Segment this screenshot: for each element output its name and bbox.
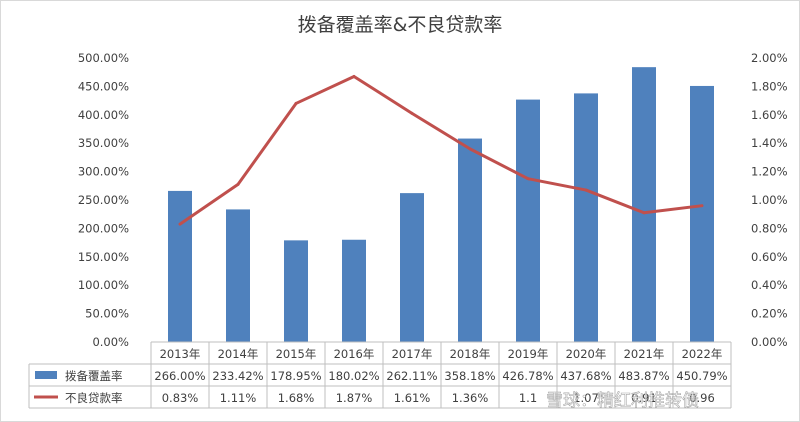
data-label: 0.96 <box>689 391 715 405</box>
right-axis-tick-label: 0.80% <box>751 221 788 235</box>
bar <box>284 240 308 342</box>
bar-series <box>168 67 714 343</box>
left-axis-tick-label: 250.00% <box>78 193 129 207</box>
data-label: 1.11% <box>220 391 257 405</box>
data-label: 1.68% <box>278 391 315 405</box>
legend-label: 拨备覆盖率 <box>65 369 123 383</box>
data-label: 1.07 <box>573 391 599 405</box>
right-axis-tick-label: 0.40% <box>751 278 788 292</box>
line-segment <box>584 188 646 215</box>
data-label: 1.87% <box>336 391 373 405</box>
category-label: 2022年 <box>682 347 723 361</box>
line-segment <box>294 74 356 105</box>
category-label: 2018年 <box>450 347 491 361</box>
data-label: 1.1 <box>519 391 537 405</box>
data-label: 180.02% <box>328 369 379 383</box>
data-table: 2013年 2014年 2015年 2016年 2017年 2018年 2019年 2020年… <box>28 341 732 409</box>
right-axis-tick-label: 2.00% <box>751 51 788 65</box>
left-axis-tick-label: 450.00% <box>78 79 129 93</box>
left-axis-ticks: 0.00% 50.00% 100.00% 150.00% 200.00% 250.00% 3… <box>78 51 129 349</box>
watermark-text: 雪球：精红利推转债 <box>546 391 699 411</box>
bar <box>168 190 192 342</box>
bar <box>690 85 714 342</box>
legend-label: 不良贷款率 <box>65 391 123 405</box>
left-axis-tick-label: 350.00% <box>78 136 129 150</box>
right-axis-tick-label: 1.80% <box>751 79 788 93</box>
data-label: 358.18% <box>444 369 495 383</box>
line-segment <box>352 74 414 115</box>
bar <box>574 93 598 342</box>
bar <box>226 209 250 342</box>
data-label: 483.87% <box>618 369 669 383</box>
line-segment <box>468 147 530 181</box>
data-label: 450.79% <box>676 369 727 383</box>
data-label: 262.11% <box>386 369 437 383</box>
legend-swatch-bar <box>35 371 57 379</box>
line-segment <box>642 204 704 215</box>
bar <box>458 138 482 342</box>
right-axis-tick-label: 0.00% <box>751 335 788 349</box>
bar <box>342 239 366 342</box>
data-label: 1.61% <box>394 391 431 405</box>
right-axis-tick-label: 0.20% <box>751 307 788 321</box>
left-axis-tick-label: 50.00% <box>85 307 129 321</box>
line-segment <box>410 111 472 151</box>
line-segment <box>178 182 240 226</box>
bar <box>400 193 424 342</box>
left-axis-tick-label: 400.00% <box>78 108 129 122</box>
right-axis-tick-label: 1.20% <box>751 165 788 179</box>
left-axis-tick-label: 300.00% <box>78 165 129 179</box>
left-axis-tick-label: 150.00% <box>78 250 129 264</box>
bar <box>632 67 656 343</box>
line-segment <box>526 177 588 192</box>
bar <box>516 99 540 342</box>
left-axis-tick-label: 0.00% <box>92 335 129 349</box>
right-axis-tick-label: 1.40% <box>751 136 788 150</box>
data-label: 178.95% <box>270 369 321 383</box>
category-label: 2015年 <box>276 347 317 361</box>
line-series <box>178 74 704 226</box>
data-label: 233.42% <box>212 369 263 383</box>
left-axis-tick-label: 100.00% <box>78 278 129 292</box>
left-axis-tick-label: 500.00% <box>78 51 129 65</box>
chart-title: 拨备覆盖率&不良贷款率 <box>298 14 503 36</box>
data-label: 266.00% <box>154 369 205 383</box>
category-label: 2016年 <box>334 347 375 361</box>
category-label: 2014年 <box>218 347 259 361</box>
data-label: 0.91 <box>631 391 657 405</box>
category-label: 2019年 <box>508 347 549 361</box>
category-label: 2021年 <box>624 347 665 361</box>
data-label: 0.83% <box>162 391 199 405</box>
data-label: 1.36% <box>452 391 489 405</box>
category-label: 2020年 <box>566 347 607 361</box>
line-segment <box>236 101 298 186</box>
right-axis-tick-label: 1.60% <box>751 108 788 122</box>
data-label: 426.78% <box>502 369 553 383</box>
data-label: 437.68% <box>560 369 611 383</box>
right-axis-tick-label: 0.60% <box>751 250 788 264</box>
category-label: 2013年 <box>160 347 201 361</box>
right-axis-ticks: 0.00% 0.20% 0.40% 0.60% 0.80% 1.00% 1.20% 1.40%… <box>751 51 788 349</box>
left-axis-tick-label: 200.00% <box>78 221 129 235</box>
category-label: 2017年 <box>392 347 433 361</box>
right-axis-tick-label: 1.00% <box>751 193 788 207</box>
